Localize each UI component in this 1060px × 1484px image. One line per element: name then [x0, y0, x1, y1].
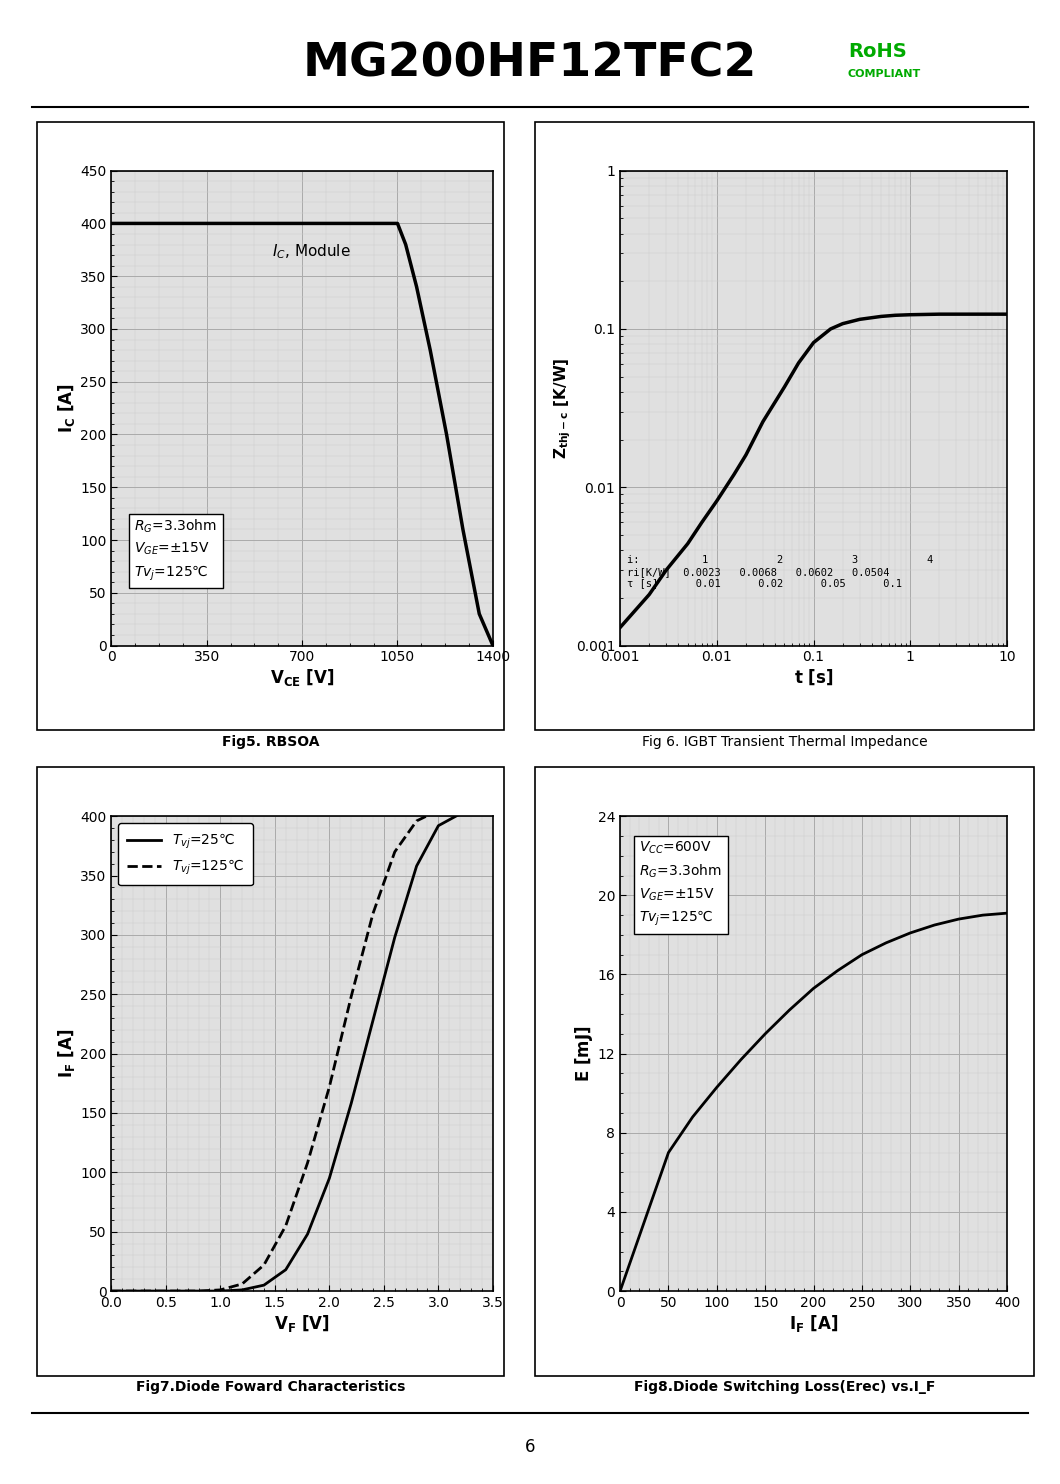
Text: Fig 6. IGBT Transient Thermal Impedance: Fig 6. IGBT Transient Thermal Impedance: [641, 735, 928, 748]
Text: Fig8.Diode Switching Loss(Erec) vs.I_F: Fig8.Diode Switching Loss(Erec) vs.I_F: [634, 1380, 935, 1393]
Text: $R_G$=3.3ohm
$V_{GE}$=±15V
$Tv_j$=125℃: $R_G$=3.3ohm $V_{GE}$=±15V $Tv_j$=125℃: [135, 518, 217, 583]
Y-axis label: $\mathbf{I_F}$ [A]: $\mathbf{I_F}$ [A]: [56, 1028, 77, 1079]
Text: $I_C$, Module: $I_C$, Module: [271, 242, 351, 261]
Text: Fig5. RBSOA: Fig5. RBSOA: [222, 735, 319, 748]
Text: $V_{CC}$=600V
$R_G$=3.3ohm
$V_{GE}$=±15V
$Tv_j$=125℃: $V_{CC}$=600V $R_G$=3.3ohm $V_{GE}$=±15V…: [639, 840, 722, 929]
Text: MG200HF12TFC2: MG200HF12TFC2: [303, 42, 757, 86]
X-axis label: $\mathbf{I_F}$ [A]: $\mathbf{I_F}$ [A]: [789, 1313, 838, 1334]
X-axis label: $\mathbf{V_{CE}}$ [V]: $\mathbf{V_{CE}}$ [V]: [270, 668, 334, 689]
Text: RoHS: RoHS: [848, 43, 906, 61]
Y-axis label: $\mathbf{E}$ [mJ]: $\mathbf{E}$ [mJ]: [572, 1025, 595, 1082]
Y-axis label: $\mathbf{Z_{thj-c}}$ [K/W]: $\mathbf{Z_{thj-c}}$ [K/W]: [552, 358, 573, 459]
Legend: $T_{vj}$=25℃, $T_{vj}$=125℃: $T_{vj}$=25℃, $T_{vj}$=125℃: [119, 824, 253, 886]
Text: COMPLIANT: COMPLIANT: [848, 70, 921, 79]
X-axis label: $\mathbf{t}$ [s]: $\mathbf{t}$ [s]: [794, 668, 833, 687]
Y-axis label: $\mathbf{I_C}$ [A]: $\mathbf{I_C}$ [A]: [56, 383, 77, 433]
Text: 6: 6: [525, 1438, 535, 1456]
Text: Fig7.Diode Foward Characteristics: Fig7.Diode Foward Characteristics: [136, 1380, 405, 1393]
X-axis label: $\mathbf{V_F}$ [V]: $\mathbf{V_F}$ [V]: [275, 1313, 330, 1334]
